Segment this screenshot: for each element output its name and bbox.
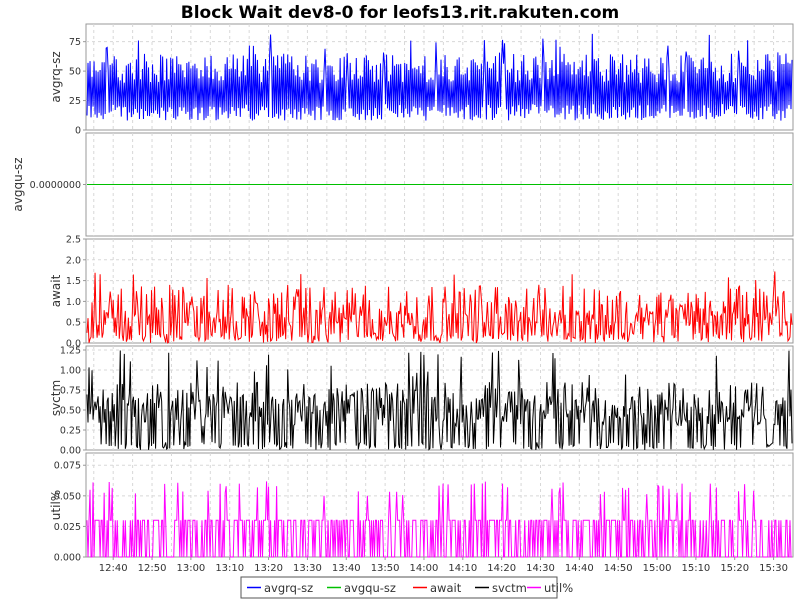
series-line-util% (86, 481, 792, 558)
y-tick-label: 0.075 (54, 461, 81, 472)
x-tick-label: 15:00 (643, 563, 672, 574)
y-tick-label: 0.5 (66, 318, 81, 329)
y-tick-label: 0.050 (54, 491, 81, 502)
x-tick-label: 15:30 (759, 563, 788, 574)
y-axis-label: avgrq-sz (49, 51, 63, 102)
y-axis-label: await (49, 274, 63, 307)
legend-label: avgqu-sz (344, 581, 396, 595)
y-tick-label: 1.0 (66, 297, 81, 308)
x-tick-label: 14:00 (410, 563, 439, 574)
panel-avgqu-sz: 0.0000000 avgqu-sz (11, 132, 794, 237)
y-axis-label: util% (49, 490, 63, 520)
y-tick-label: 0.025 (54, 522, 81, 533)
y-tick-label: 2.0 (66, 255, 81, 266)
y-tick-label: 25 (69, 96, 81, 107)
legend-box (240, 576, 558, 599)
x-tick-label: 13:00 (176, 563, 205, 574)
x-tick-label: 15:10 (681, 563, 710, 574)
legend-label: avgrq-sz (264, 581, 313, 595)
panel-svctm: 0.00 0.25 0.50 0.75 1.00 1.25 svctm (49, 345, 794, 457)
y-tick-label: 0.50 (60, 406, 81, 417)
series-line-svctm (86, 350, 793, 451)
chart-panels: 0 25 50 75 avgrq-sz 0.0000000 avgqu-sz 0.0 0.5 1.… (11, 23, 794, 564)
y-tick-label: 0.0000000 (30, 180, 81, 191)
y-tick-label: 0.25 (60, 426, 81, 437)
y-axis-label: svctm (49, 380, 63, 416)
x-tick-label: 13:20 (254, 563, 283, 574)
x-tick-label: 15:20 (720, 563, 749, 574)
x-tick-label: 14:10 (448, 563, 477, 574)
y-tick-label: 2.5 (66, 235, 81, 246)
x-tick-label: 14:50 (604, 563, 633, 574)
legend-item-svctm: svctm (475, 581, 527, 595)
panel-frame (85, 238, 794, 344)
x-axis: 12:40 12:50 13:00 13:10 13:20 13:30 13:40 13:50… (99, 557, 788, 574)
y-tick-label: 1.5 (66, 276, 81, 287)
legend-item-await: await (413, 581, 462, 595)
legend-item-avgrq-sz: avgrq-sz (247, 581, 313, 595)
panel-util%: 0.000 0.025 0.050 0.075 util% (49, 452, 794, 564)
y-tick-label: 0 (75, 126, 81, 137)
x-tick-label: 12:50 (138, 563, 167, 574)
y-tick-label: 1.25 (60, 346, 81, 357)
x-tick-label: 14:40 (565, 563, 594, 574)
chart-legend: avgrq-sz avgqu-sz await svctm util% (240, 576, 573, 599)
legend-label: await (430, 581, 462, 595)
legend-label: svctm (492, 581, 527, 595)
legend-item-avgqu-sz: avgqu-sz (327, 581, 396, 595)
legend-label: util% (544, 581, 573, 595)
y-tick-label: 0.75 (60, 386, 81, 397)
panel-await: 0.0 0.5 1.0 1.5 2.0 2.5 await (49, 235, 794, 350)
chart-title: Block Wait dev8-0 for leofs13.rit.rakute… (181, 3, 619, 23)
x-tick-label: 13:10 (215, 563, 244, 574)
y-tick-label: 0.0 (66, 339, 81, 350)
x-tick-label: 13:30 (293, 563, 322, 574)
x-tick-label: 14:30 (526, 563, 555, 574)
panel-avgrq-sz: 0 25 50 75 avgrq-sz (49, 23, 794, 137)
x-tick-label: 12:40 (99, 563, 128, 574)
y-axis-label: avgqu-sz (11, 157, 25, 211)
y-tick-label: 0.00 (60, 446, 81, 457)
y-tick-label: 50 (69, 67, 81, 78)
x-tick-label: 13:50 (371, 563, 400, 574)
y-tick-label: 75 (69, 37, 81, 48)
y-tick-label: 0.000 (54, 553, 81, 564)
y-tick-label: 1.00 (60, 366, 81, 377)
series-line-await (86, 271, 793, 344)
legend-item-util%: util% (527, 581, 573, 595)
x-tick-label: 13:40 (332, 563, 361, 574)
series-line-avgrq-sz (86, 33, 793, 121)
x-tick-label: 14:20 (487, 563, 516, 574)
